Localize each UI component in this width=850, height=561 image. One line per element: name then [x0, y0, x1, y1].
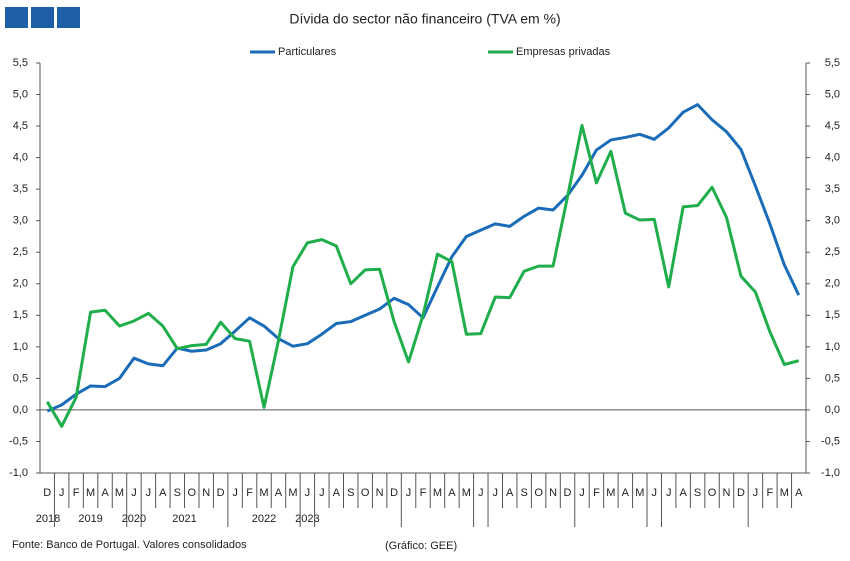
x-tick-label: O: [187, 487, 196, 499]
y-tick-label: -1,0: [9, 467, 28, 479]
x-tick-label: A: [448, 487, 456, 499]
x-tick-label: F: [73, 487, 80, 499]
x-tick-label: N: [376, 487, 384, 499]
x-tick-label: D: [564, 487, 572, 499]
x-tick-label: M: [288, 487, 297, 499]
logo-square: [5, 7, 28, 28]
credit: (Gráfico: GEE): [385, 540, 457, 552]
x-tick-label: O: [534, 487, 543, 499]
y-tick-label: 5,0: [13, 88, 28, 100]
y2-tick-label: 4,0: [825, 152, 840, 164]
x-tick-label: J: [753, 487, 759, 499]
x-tick-label: J: [319, 487, 325, 499]
x-tick-label: J: [478, 487, 484, 499]
x-tick-label: F: [246, 487, 253, 499]
x-tick-label: J: [305, 487, 311, 499]
y-tick-label: 2,0: [13, 278, 28, 290]
y-tick-label: -0,5: [9, 435, 28, 447]
chart-title: Dívida do sector não financeiro (TVA em …: [289, 11, 560, 27]
y-tick-label: 5,5: [13, 57, 28, 69]
year-label: 2023: [295, 513, 319, 525]
x-tick-label: J: [666, 487, 672, 499]
x-tick-label: M: [606, 487, 615, 499]
x-tick-label: O: [708, 487, 717, 499]
x-tick-label: S: [694, 487, 701, 499]
x-tick-label: J: [493, 487, 499, 499]
y2-tick-label: 3,5: [825, 183, 840, 195]
y2-tick-label: -1,0: [821, 467, 840, 479]
y2-tick-label: 5,5: [825, 57, 840, 69]
x-tick-label: M: [86, 487, 95, 499]
x-tick-label: D: [737, 487, 745, 499]
y2-tick-label: 4,5: [825, 120, 840, 132]
series-line: [46, 103, 801, 413]
x-tick-label: A: [506, 487, 514, 499]
year-label: 2022: [252, 513, 276, 525]
y-tick-label: 1,5: [13, 309, 28, 321]
x-tick-label: N: [723, 487, 731, 499]
x-tick-label: J: [651, 487, 657, 499]
y-tick-label: 3,5: [13, 183, 28, 195]
x-tick-label: M: [259, 487, 268, 499]
x-tick-label: A: [159, 487, 167, 499]
x-tick-label: J: [146, 487, 152, 499]
y2-tick-label: 1,0: [825, 341, 840, 353]
year-label: 2020: [122, 513, 146, 525]
y-tick-label: 2,5: [13, 246, 28, 258]
x-tick-label: J: [406, 487, 412, 499]
y2-tick-label: 0,5: [825, 372, 840, 384]
x-tick-label: A: [795, 487, 803, 499]
year-label: 2018: [36, 513, 60, 525]
source: Fonte: Banco de Portugal. Valores consol…: [12, 539, 247, 551]
x-tick-label: A: [622, 487, 630, 499]
x-tick-label: D: [43, 487, 51, 499]
x-tick-label: A: [333, 487, 341, 499]
x-tick-label: M: [115, 487, 124, 499]
y2-tick-label: 3,0: [825, 215, 840, 227]
x-tick-label: J: [59, 487, 65, 499]
x-tick-label: N: [549, 487, 557, 499]
y-tick-label: 0,0: [13, 404, 28, 416]
x-tick-label: N: [202, 487, 210, 499]
x-tick-label: S: [174, 487, 181, 499]
x-tick-label: M: [433, 487, 442, 499]
y2-tick-label: 2,5: [825, 246, 840, 258]
x-tick-label: F: [767, 487, 774, 499]
x-tick-label: J: [579, 487, 585, 499]
y2-tick-label: -0,5: [821, 435, 840, 447]
y2-tick-label: 0,0: [825, 404, 840, 416]
y-tick-label: 1,0: [13, 341, 28, 353]
y-tick-label: 4,0: [13, 152, 28, 164]
x-tick-label: A: [679, 487, 687, 499]
y2-tick-label: 1,5: [825, 309, 840, 321]
year-label: 2019: [78, 513, 102, 525]
x-tick-label: M: [635, 487, 644, 499]
x-tick-label: F: [420, 487, 427, 499]
x-tick-label: M: [780, 487, 789, 499]
y2-tick-label: 5,0: [825, 88, 840, 100]
x-tick-label: A: [101, 487, 109, 499]
series-line: [45, 123, 800, 428]
x-tick-label: O: [361, 487, 370, 499]
x-tick-label: S: [520, 487, 527, 499]
x-tick-label: M: [462, 487, 471, 499]
x-tick-label: J: [232, 487, 238, 499]
y2-tick-label: 2,0: [825, 278, 840, 290]
legend-label: Particulares: [278, 46, 337, 58]
x-tick-label: S: [347, 487, 354, 499]
x-tick-label: F: [593, 487, 600, 499]
legend-label: Empresas privadas: [516, 46, 611, 58]
x-tick-label: D: [390, 487, 398, 499]
y-tick-label: 3,0: [13, 215, 28, 227]
y-tick-label: 4,5: [13, 120, 28, 132]
x-tick-label: D: [217, 487, 225, 499]
y-tick-label: 0,5: [13, 372, 28, 384]
logo-square: [31, 7, 54, 28]
year-label: 2021: [172, 513, 196, 525]
x-tick-label: A: [275, 487, 283, 499]
x-tick-label: J: [131, 487, 137, 499]
logo-square: [57, 7, 80, 28]
